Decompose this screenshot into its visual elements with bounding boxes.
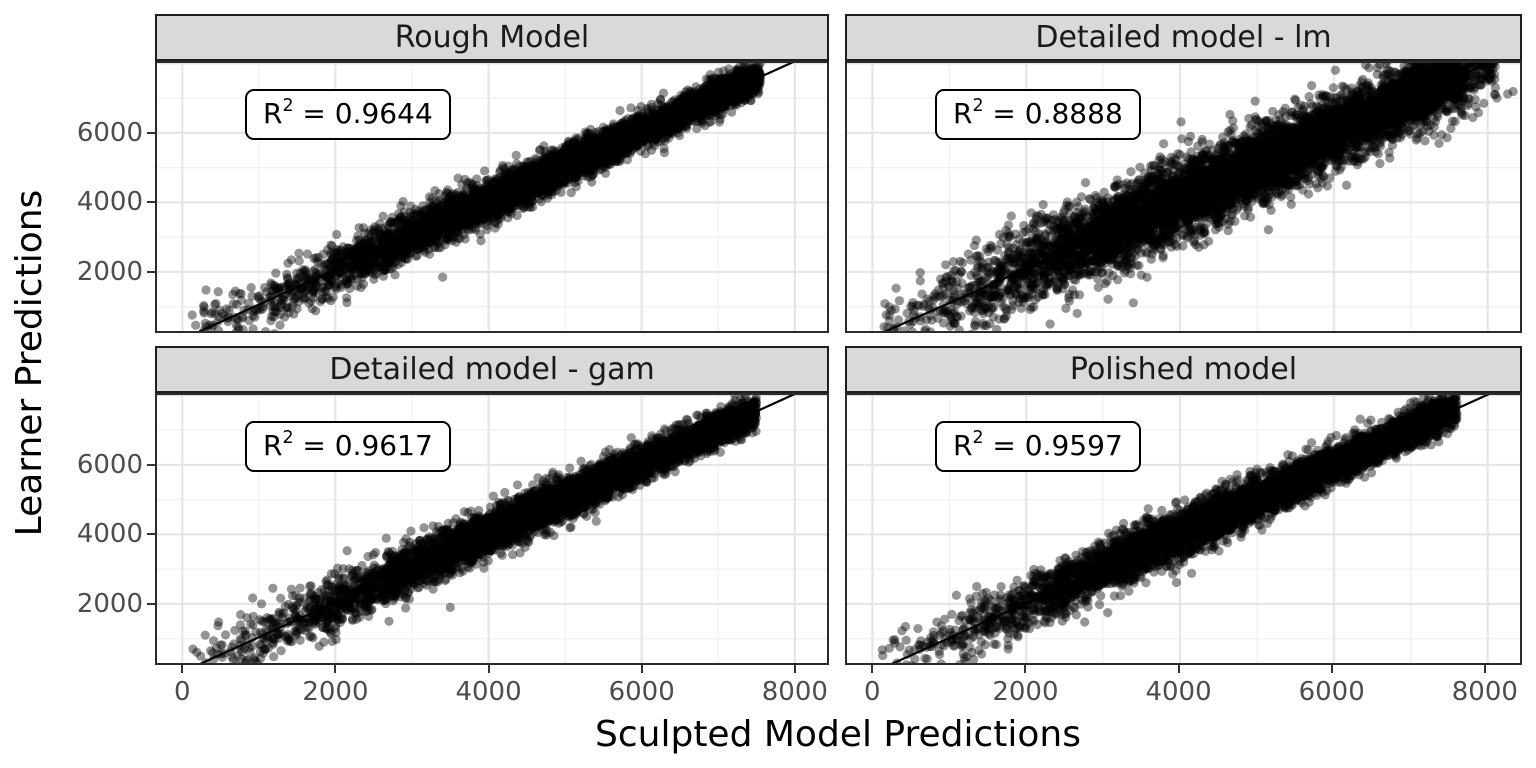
y-tick-mark [147, 270, 155, 273]
facet-strip-polished: Polished model [845, 346, 1522, 393]
facet-panel-polished: R2 = 0.9597 [845, 393, 1522, 665]
x-tick-label: 2000 [992, 677, 1059, 707]
r2-exponent: 2 [282, 427, 294, 448]
facet-panel-detailed-gam: R2 = 0.9617 [155, 393, 829, 665]
r2-value: 0.9617 [334, 429, 433, 462]
x-tick-label: 2000 [302, 677, 369, 707]
r2-equals: = [983, 97, 1025, 130]
facet-strip-label: Detailed model - gam [329, 352, 655, 387]
r2-symbol: R [953, 429, 973, 462]
facet-strip-label: Rough Model [394, 20, 590, 55]
x-tick-mark [640, 665, 643, 673]
facet-panel-rough-model: R2 = 0.9644 [155, 61, 829, 333]
x-tick-mark [181, 665, 184, 673]
x-tick-label: 0 [173, 677, 191, 707]
y-tick-label: 4000 [76, 187, 143, 218]
x-axis-title: Sculpted Model Predictions [595, 714, 1081, 755]
x-tick-label: 0 [863, 677, 881, 707]
x-tick-mark [1483, 665, 1486, 673]
x-tick-mark [334, 665, 337, 673]
facet-strip-label: Detailed model - lm [1035, 20, 1332, 55]
x-tick-mark [487, 665, 490, 673]
r2-symbol: R [263, 97, 283, 130]
y-tick-mark [147, 602, 155, 605]
y-tick-label: 2000 [76, 588, 143, 619]
r2-annotation: R2 = 0.9597 [935, 421, 1141, 472]
y-tick-mark [147, 463, 155, 466]
y-axis-title: Learner Predictions [9, 189, 50, 537]
r2-equals: = [983, 429, 1025, 462]
y-tick-label: 4000 [76, 519, 143, 550]
y-tick-label: 6000 [76, 117, 143, 148]
facet-strip-detailed-lm: Detailed model - lm [845, 14, 1522, 61]
x-tick-label: 6000 [608, 677, 675, 707]
r2-symbol: R [953, 97, 973, 130]
x-tick-label: 8000 [761, 677, 828, 707]
y-tick-mark [147, 201, 155, 204]
x-tick-label: 6000 [1298, 677, 1365, 707]
x-tick-label: 8000 [1451, 677, 1518, 707]
y-tick-mark [147, 131, 155, 134]
y-tick-mark [147, 533, 155, 536]
x-tick-label: 4000 [455, 677, 522, 707]
r2-equals: = [293, 429, 335, 462]
r2-annotation: R2 = 0.9617 [245, 421, 451, 472]
x-tick-mark [1330, 665, 1333, 673]
y-tick-label: 6000 [76, 449, 143, 480]
r2-exponent: 2 [972, 427, 984, 448]
x-tick-mark [871, 665, 874, 673]
r2-value: 0.9597 [1024, 429, 1123, 462]
facet-strip-label: Polished model [1069, 352, 1298, 387]
facet-strip-rough-model: Rough Model [155, 14, 829, 61]
x-tick-mark [793, 665, 796, 673]
x-tick-label: 4000 [1145, 677, 1212, 707]
y-tick-label: 2000 [76, 256, 143, 287]
r2-value: 0.9644 [334, 97, 433, 130]
r2-exponent: 2 [972, 95, 984, 116]
r2-value: 0.8888 [1024, 97, 1123, 130]
r2-annotation: R2 = 0.9644 [245, 89, 451, 140]
x-tick-mark [1024, 665, 1027, 673]
r2-exponent: 2 [282, 95, 294, 116]
r2-annotation: R2 = 0.8888 [935, 89, 1141, 140]
r2-symbol: R [263, 429, 283, 462]
facet-strip-detailed-gam: Detailed model - gam [155, 346, 829, 393]
facet-panel-detailed-lm: R2 = 0.8888 [845, 61, 1522, 333]
r2-equals: = [293, 97, 335, 130]
x-tick-mark [1177, 665, 1180, 673]
